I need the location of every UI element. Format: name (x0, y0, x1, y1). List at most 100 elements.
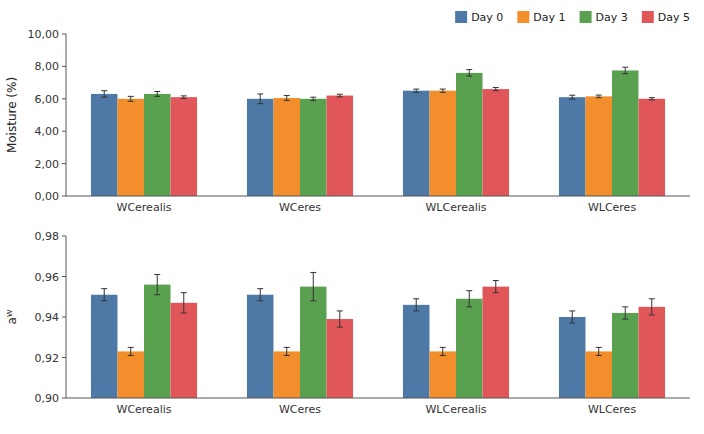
error-bar-line (286, 347, 287, 355)
bar (639, 307, 666, 398)
error-bar (440, 347, 446, 355)
error-bar (569, 95, 575, 99)
error-bar (310, 97, 316, 100)
error-bar-cap (128, 101, 134, 102)
error-bar-cap (493, 280, 499, 281)
error-bar-cap (493, 292, 499, 293)
error-bar-cap (337, 96, 343, 97)
error-bar-cap (440, 347, 446, 348)
error-bar-line (572, 311, 573, 323)
legend-swatch (455, 11, 467, 23)
y-tick (62, 98, 66, 99)
y-tick (62, 357, 66, 358)
bar (171, 303, 198, 398)
error-bar (310, 272, 316, 300)
error-bar-cap (101, 288, 107, 289)
error-bar-line (157, 274, 158, 294)
error-bar-cap (466, 69, 472, 70)
y-tick-label: 8,00 (35, 60, 60, 73)
error-bar-cap (622, 306, 628, 307)
error-bar-cap (257, 103, 263, 104)
error-bar (284, 96, 290, 101)
error-bar-cap (337, 94, 343, 95)
bar (171, 97, 198, 196)
error-bar-cap (128, 355, 134, 356)
error-bar-line (339, 311, 340, 327)
error-bar-line (313, 272, 314, 300)
error-bar-cap (154, 294, 160, 295)
error-bar-cap (101, 90, 107, 91)
error-bar-cap (154, 96, 160, 97)
y-axis-label: Moisture (%) (5, 77, 19, 153)
y-tick (62, 131, 66, 132)
error-bar-cap (466, 290, 472, 291)
error-bar (337, 94, 343, 97)
error-bar-cap (257, 300, 263, 301)
bar (300, 287, 327, 398)
error-bar-cap (622, 73, 628, 74)
error-bar (257, 289, 263, 301)
y-tick-label: 0,98 (35, 230, 60, 243)
y-tick (62, 317, 66, 318)
x-tick-label: WCerealis (117, 403, 172, 416)
y-tick-label: 0,96 (35, 271, 60, 284)
x-tick-label: WCerealis (117, 201, 172, 214)
error-bar (596, 95, 602, 98)
error-bar-cap (649, 298, 655, 299)
bar (300, 99, 327, 196)
legend: Day 0Day 1Day 3Day 5 (455, 11, 690, 24)
error-bar-cap (181, 98, 187, 99)
legend-item: Day 1 (517, 11, 565, 24)
bar (483, 287, 510, 398)
bar (144, 94, 171, 196)
error-bar (101, 289, 107, 301)
error-bar-line (260, 289, 261, 301)
error-bar (596, 347, 602, 355)
bar (91, 94, 118, 196)
error-bar-cap (493, 90, 499, 91)
bar (117, 351, 144, 398)
error-bar-cap (310, 300, 316, 301)
error-bar-cap (649, 97, 655, 98)
legend-swatch (642, 11, 654, 23)
error-bar (466, 70, 472, 76)
error-bar-cap (569, 323, 575, 324)
error-bar-cap (181, 312, 187, 313)
error-bar-line (104, 91, 105, 97)
error-bar-cap (466, 76, 472, 77)
error-bar (413, 89, 419, 92)
error-bar-line (416, 299, 417, 311)
error-bar-line (286, 96, 287, 101)
bar (559, 97, 586, 196)
y-tick (62, 236, 66, 237)
error-bar (181, 96, 187, 99)
legend-item: Day 5 (642, 11, 690, 24)
error-bar-cap (622, 67, 628, 68)
bar (585, 96, 612, 196)
y-tick-label: 10,00 (28, 28, 60, 41)
error-bar-cap (596, 355, 602, 356)
error-bar (440, 89, 446, 92)
error-bar-cap (649, 314, 655, 315)
error-bar-cap (101, 300, 107, 301)
x-tick-label: WCeres (279, 201, 321, 214)
error-bar (649, 98, 655, 100)
error-bar-cap (413, 89, 419, 90)
error-bar-line (495, 281, 496, 293)
error-bar-cap (493, 87, 499, 88)
error-bar (622, 67, 628, 73)
error-bar-cap (181, 292, 187, 293)
series (91, 89, 586, 196)
x-axis (66, 398, 690, 399)
legend-label: Day 5 (658, 11, 690, 24)
error-bar-line (572, 95, 573, 99)
error-bar-line (130, 96, 131, 101)
y-tick-label: 0,90 (35, 392, 60, 405)
error-bar-cap (622, 319, 628, 320)
error-bar-cap (257, 288, 263, 289)
plot-area (91, 272, 665, 398)
error-bar (154, 92, 160, 97)
bar (456, 299, 483, 398)
y-tick-label: 6,00 (35, 93, 60, 106)
error-bar-line (651, 299, 652, 315)
